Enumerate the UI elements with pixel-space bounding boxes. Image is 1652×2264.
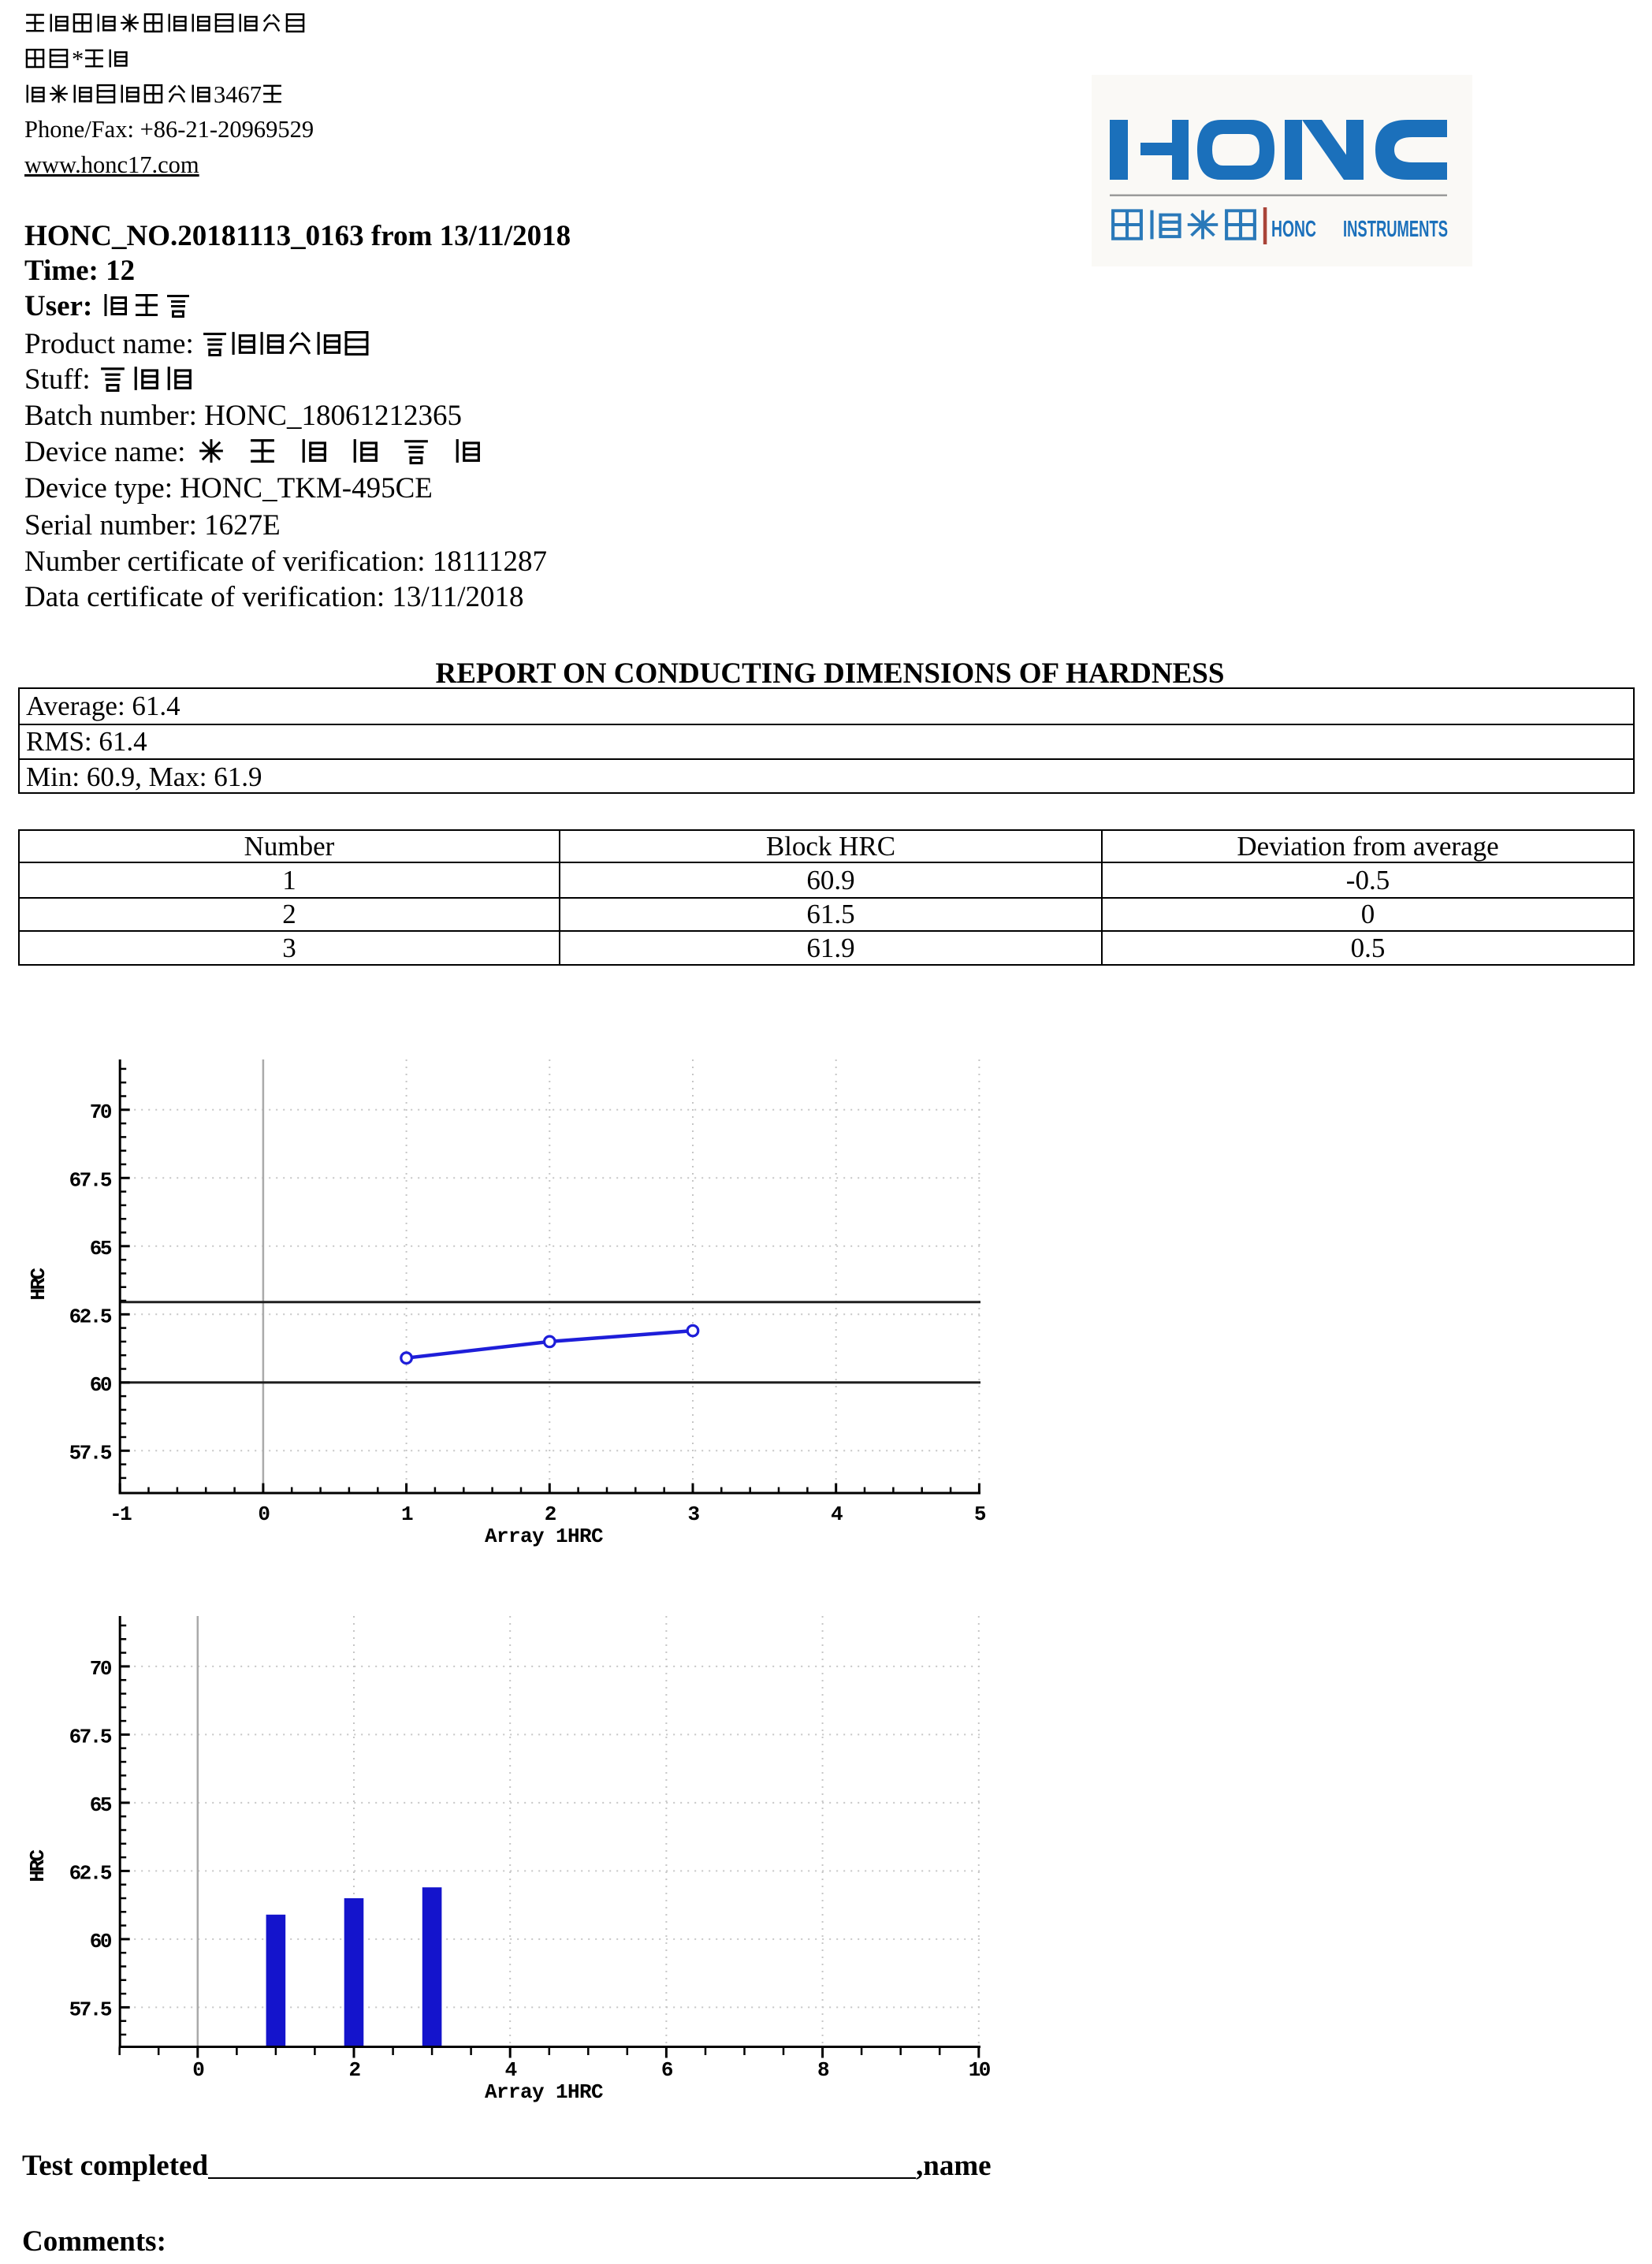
svg-text:5: 5 [974, 1503, 986, 1526]
svg-text:Array 1HRC: Array 1HRC [485, 2080, 603, 2104]
svg-text:62.5: 62.5 [69, 1861, 112, 1885]
svg-text:INSTRUMENTS: INSTRUMENTS [1343, 217, 1448, 242]
svg-text:8: 8 [817, 2058, 829, 2082]
svg-text:HONC: HONC [1271, 217, 1316, 242]
svg-text:Array 1HRC: Array 1HRC [485, 1525, 603, 1548]
svg-text:2: 2 [545, 1503, 556, 1526]
svg-text:3: 3 [687, 1503, 699, 1526]
svg-text:1: 1 [401, 1503, 413, 1526]
svg-text:10: 10 [969, 2058, 991, 2082]
svg-text:70: 70 [90, 1657, 112, 1681]
svg-text:2: 2 [348, 2058, 360, 2082]
svg-text:0: 0 [192, 2058, 204, 2082]
svg-text:67.5: 67.5 [69, 1725, 112, 1748]
svg-text:HRC: HRC [27, 1268, 50, 1300]
svg-text:4: 4 [505, 2058, 517, 2082]
svg-text:65: 65 [90, 1237, 112, 1260]
svg-text:65: 65 [90, 1793, 112, 1817]
svg-text:57.5: 57.5 [69, 1441, 112, 1465]
svg-text:-1: -1 [110, 1503, 132, 1526]
svg-text:57.5: 57.5 [69, 1998, 112, 2021]
svg-text:60: 60 [90, 1373, 112, 1397]
svg-text:4: 4 [831, 1503, 843, 1526]
svg-text:6: 6 [661, 2058, 673, 2082]
svg-text:60: 60 [90, 1930, 112, 1953]
svg-text:67.5: 67.5 [69, 1168, 112, 1192]
svg-text:70: 70 [90, 1100, 112, 1124]
svg-text:62.5: 62.5 [69, 1305, 112, 1328]
svg-text:HRC: HRC [26, 1849, 50, 1882]
svg-text:0: 0 [258, 1503, 270, 1526]
